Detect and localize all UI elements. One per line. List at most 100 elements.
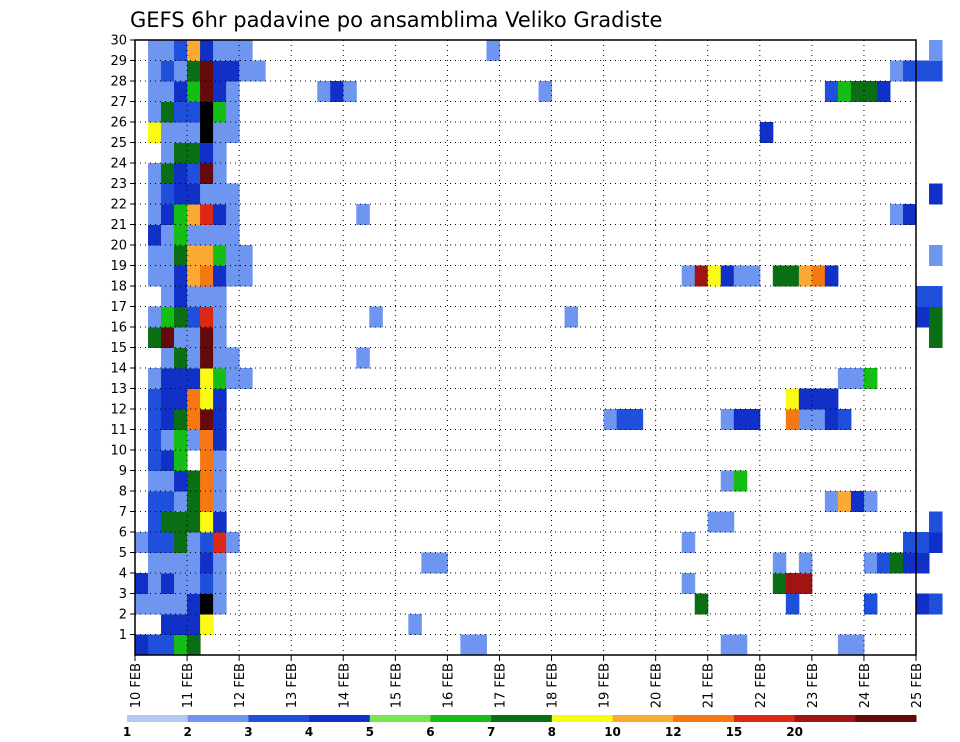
heatmap-cell (187, 573, 201, 594)
heatmap-cell (226, 81, 240, 102)
plot-frame (134, 39, 917, 656)
heatmap-cell (863, 491, 878, 512)
heatmap-cell (187, 245, 201, 266)
x-tick-label: 24 FEB (858, 663, 873, 708)
heatmap-cell (929, 593, 943, 615)
heatmap-cell (824, 388, 839, 410)
legend-swatch (187, 715, 249, 722)
y-tick-label: 20 (110, 239, 127, 254)
heatmap-cell (252, 60, 266, 82)
heatmap-cell (720, 265, 735, 287)
heatmap-cell (148, 470, 162, 492)
heatmap-cell (200, 388, 214, 410)
y-tick-label: 7 (119, 505, 127, 520)
heatmap-cell (733, 470, 748, 492)
y-tick-label: 22 (110, 198, 127, 213)
heatmap-cell (161, 183, 175, 205)
heatmap-cell (161, 552, 175, 574)
heatmap-cell (200, 60, 214, 82)
heatmap-cell (226, 183, 240, 205)
heatmap-cell (213, 532, 227, 553)
heatmap-cell (330, 81, 344, 102)
legend-label: 5 (366, 725, 374, 739)
heatmap-cell (434, 552, 448, 574)
heatmap-cell (837, 409, 852, 430)
heatmap-cell (187, 634, 201, 656)
heatmap-cell (161, 224, 175, 246)
heatmap-cell (226, 40, 240, 61)
heatmap-cell (408, 614, 422, 635)
heatmap-cell (213, 429, 227, 451)
heatmap-cell (811, 388, 826, 410)
heatmap-cell (187, 532, 201, 553)
heatmap-cell (889, 60, 904, 82)
heatmap-cell (174, 122, 188, 143)
heatmap-cell (187, 81, 201, 102)
heatmap-cell (213, 163, 227, 184)
heatmap-cell (187, 470, 201, 492)
heatmap-cell (226, 347, 240, 369)
heatmap-cell (187, 286, 201, 307)
legend-swatch (248, 715, 310, 722)
heatmap-cell (772, 573, 787, 594)
legend-label: 1 (123, 725, 131, 739)
heatmap-cell (187, 368, 201, 389)
heatmap-cell (785, 593, 800, 615)
heatmap-cell (174, 224, 188, 246)
heatmap-cell (187, 163, 201, 184)
y-tick-label: 30 (110, 34, 127, 49)
heatmap-cell (161, 327, 175, 348)
heatmap-cell (720, 470, 735, 492)
heatmap-cell (161, 122, 175, 143)
legend-swatch (794, 715, 856, 722)
heatmap-cell (200, 204, 214, 225)
heatmap-cell (174, 142, 188, 164)
heatmap-cell (200, 511, 214, 533)
heatmap-cell (200, 552, 214, 574)
heatmap-cell (863, 81, 878, 102)
heatmap-cell (929, 40, 943, 61)
heatmap-cell (239, 40, 253, 61)
heatmap-cell (929, 183, 943, 205)
heatmap-cell (148, 368, 162, 389)
heatmap-cell (356, 204, 370, 225)
legend-swatch (369, 715, 431, 722)
heatmap-cell (174, 511, 188, 533)
heatmap-cell (213, 450, 227, 471)
x-tick-label: 20 FEB (650, 663, 665, 708)
legend-label: 7 (487, 725, 495, 739)
heatmap-cell (200, 429, 214, 451)
heatmap-cell (187, 327, 201, 348)
legend-label: 10 (604, 725, 621, 739)
x-tick-label: 17 FEB (493, 663, 508, 708)
heatmap-cell (200, 122, 214, 143)
heatmap-cell (603, 409, 618, 430)
heatmap-cell (824, 409, 839, 430)
heatmap-cell (213, 491, 227, 512)
heatmap-cell (161, 573, 175, 594)
heatmap-cell (161, 306, 175, 328)
heatmap-cell (187, 265, 201, 287)
heatmap-cell (902, 552, 917, 574)
legend-label: 12 (665, 725, 682, 739)
heatmap-cell (187, 388, 201, 410)
heatmap-cell (148, 265, 162, 287)
heatmap-cell (148, 306, 162, 328)
heatmap-cell (850, 634, 865, 656)
legend-swatch (430, 715, 492, 722)
y-tick-label: 10 (110, 444, 127, 459)
y-tick-label: 23 (110, 177, 127, 192)
heatmap-cell (824, 265, 839, 287)
heatmap-cell (161, 265, 175, 287)
heatmap-cell (811, 265, 826, 287)
heatmap-cell (187, 183, 201, 205)
heatmap-cell (213, 122, 227, 143)
heatmap-cell (187, 142, 201, 164)
heatmap-cell (916, 593, 930, 615)
y-tick-label: 8 (119, 485, 127, 500)
heatmap-cell (200, 347, 214, 369)
heatmap-cell (824, 491, 839, 512)
heatmap-cell (200, 327, 214, 348)
heatmap-cell (213, 306, 227, 328)
heatmap-cell (148, 429, 162, 451)
